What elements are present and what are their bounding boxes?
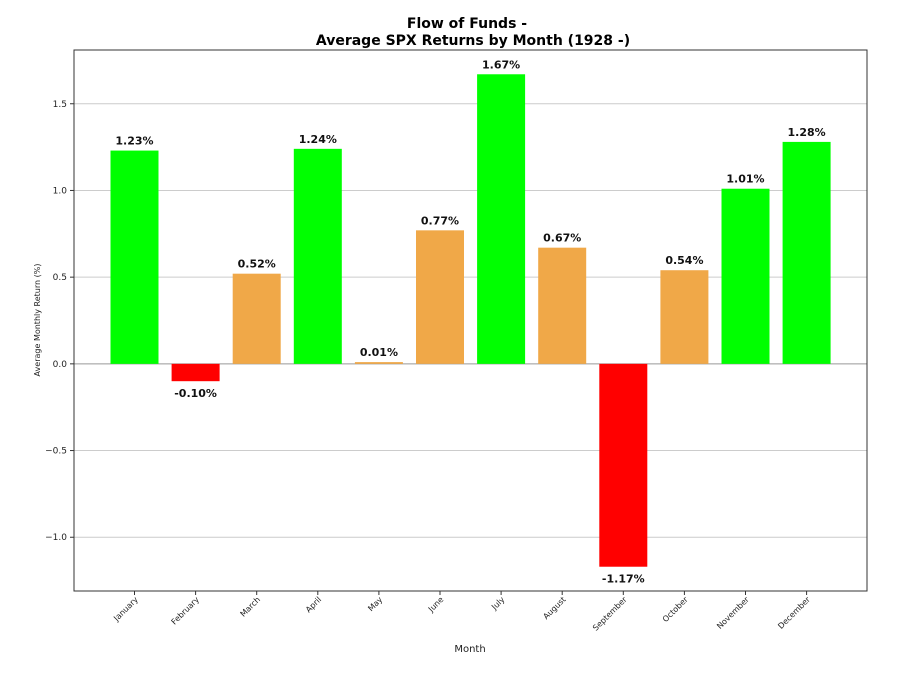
bars [110, 74, 831, 567]
bar-value-label: -1.17% [602, 573, 645, 586]
bar-october [660, 270, 709, 364]
x-axis-label: Month [454, 644, 485, 655]
bar-august [538, 247, 587, 364]
bar-value-label: 0.67% [543, 232, 581, 245]
y-axis-label: Average Monthly Return (%) [33, 264, 42, 377]
bar-value-label: 0.01% [360, 346, 398, 359]
bar-march [232, 273, 281, 364]
bar-september [599, 363, 648, 567]
y-tick-label: 1.0 [53, 186, 68, 196]
bar-value-label: 0.77% [421, 214, 459, 227]
bar-november [721, 188, 770, 364]
bar-value-label: 1.23% [115, 135, 153, 148]
bar-value-labels: 1.23% -0.10% 0.52% 1.24% 0.01% 0.77% 1.67% 0.67… [115, 58, 825, 585]
bar-may [354, 362, 403, 364]
bar-april [293, 148, 342, 364]
y-tick-label: 0.5 [53, 273, 67, 283]
y-axis-ticks: −1.0 −0.5 0.0 0.5 1.0 1.5 [45, 100, 74, 543]
bar-value-label: 1.01% [726, 173, 764, 186]
bar-june [416, 230, 464, 364]
bar-value-label: 1.28% [788, 126, 826, 139]
bar-december [782, 141, 831, 364]
bar-july [477, 74, 526, 364]
bar-value-label: 1.67% [482, 58, 520, 71]
y-tick-label: −1.0 [45, 533, 67, 543]
bar-value-label: 0.54% [665, 254, 703, 267]
chart-subtitle: Average SPX Returns by Month (1928 -) [316, 33, 630, 49]
y-tick-label: 1.5 [53, 100, 67, 110]
y-tick-label: −0.5 [45, 447, 67, 457]
bar-value-label: -0.10% [174, 387, 217, 400]
bar-january [110, 150, 159, 364]
chart-title: Flow of Funds - [407, 16, 527, 32]
bar-february [171, 363, 220, 382]
plot-frame [73, 49, 868, 592]
y-tick-label: 0.0 [53, 360, 68, 370]
bar-value-label: 0.52% [238, 258, 276, 271]
bar-value-label: 1.24% [299, 133, 337, 146]
